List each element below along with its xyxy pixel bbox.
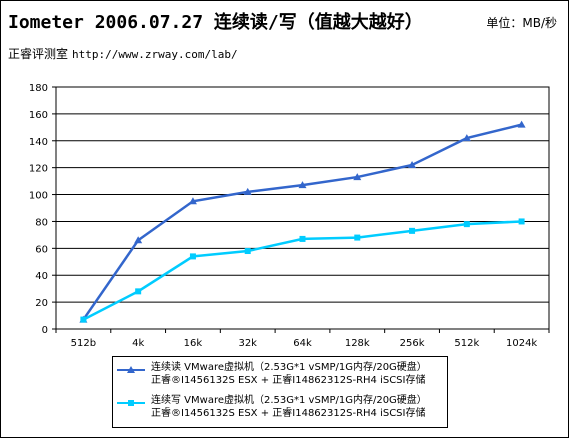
series-0-point-16k: [188, 197, 197, 205]
series-1-point-32k: [244, 248, 251, 255]
ytick-label-20: 20: [35, 298, 48, 309]
ytick-label-120: 120: [29, 164, 48, 175]
legend-label-write: 连续写 VMware虚拟机（2.53G*1 vSMP/1G内存/20G硬盘）: [151, 395, 427, 406]
ytick-label-180: 180: [29, 83, 48, 94]
xtick-label-512b: 512b: [71, 338, 96, 349]
series-1-point-1024k: [518, 218, 525, 225]
legend: 连续读 VMware虚拟机（2.53G*1 vSMP/1G内存/20G硬盘） 正…: [112, 356, 448, 428]
series-1-point-4k: [135, 288, 142, 295]
xtick-label-512k: 512k: [454, 338, 479, 349]
series-1-point-16k: [189, 253, 196, 260]
ytick-label-60: 60: [35, 244, 48, 255]
series-0-point-128k: [353, 173, 362, 181]
subtitle: 正睿评测室 http://www.zrway.com/lab/: [8, 45, 238, 62]
plot-area: [55, 86, 550, 330]
series-0-point-4k: [134, 236, 143, 244]
ytick-label-0: 0: [42, 325, 48, 336]
series-0-point-256k: [408, 160, 417, 168]
ytick-label-140: 140: [29, 137, 48, 148]
chart-title: Iometer 2006.07.27 连续读/写（值越大越好）: [8, 12, 423, 33]
xtick-label-64k: 64k: [293, 338, 312, 349]
legend-label-read-line2: 正睿®I1456132S ESX + 正睿I14862312S-RH4 iSCS…: [151, 375, 426, 386]
ytick-label-80: 80: [35, 217, 48, 228]
series-1-point-64k: [299, 235, 306, 242]
xtick-label-32k: 32k: [238, 338, 257, 349]
xtick-label-128k: 128k: [345, 338, 370, 349]
ytick-label-40: 40: [35, 271, 48, 282]
ytick-label-160: 160: [29, 110, 48, 121]
lab-url: http://www.zrway.com/lab/: [72, 48, 238, 61]
series-0-point-32k: [243, 187, 252, 195]
series-0-point-1024k: [517, 120, 526, 128]
xtick-label-256k: 256k: [400, 338, 425, 349]
axes: [52, 86, 550, 333]
legend-swatch-read: [117, 366, 145, 373]
xtick-label-16k: 16k: [184, 338, 203, 349]
xtick-label-4k: 4k: [132, 338, 144, 349]
legend-label-read: 连续读 VMware虚拟机（2.53G*1 vSMP/1G内存/20G硬盘）: [151, 362, 427, 373]
legend-label-write-line2: 正睿®I1456132S ESX + 正睿I14862312S-RH4 iSCS…: [151, 408, 426, 419]
grid-lines: [56, 86, 549, 303]
series-1-point-512k: [463, 221, 470, 228]
series-0-point-512k: [462, 134, 471, 142]
series-1-point-128k: [354, 234, 361, 241]
series-1-point-256k: [409, 227, 416, 234]
tick-labels: 0 20 40 60 80 100 120 140 160 180 512b 4k 16k 32k 64k 1…: [29, 83, 538, 349]
series-lines: [79, 120, 526, 323]
series-1-point-512b: [80, 316, 87, 323]
xtick-label-1024k: 1024k: [506, 338, 537, 349]
lab-name: 正睿评测室: [8, 47, 69, 61]
series-0-point-64k: [298, 181, 307, 189]
ytick-label-100: 100: [29, 191, 48, 202]
unit-label: 单位：MB/秒: [486, 16, 557, 30]
legend-swatch-write: [117, 400, 145, 406]
series-line-0: [82, 123, 522, 321]
